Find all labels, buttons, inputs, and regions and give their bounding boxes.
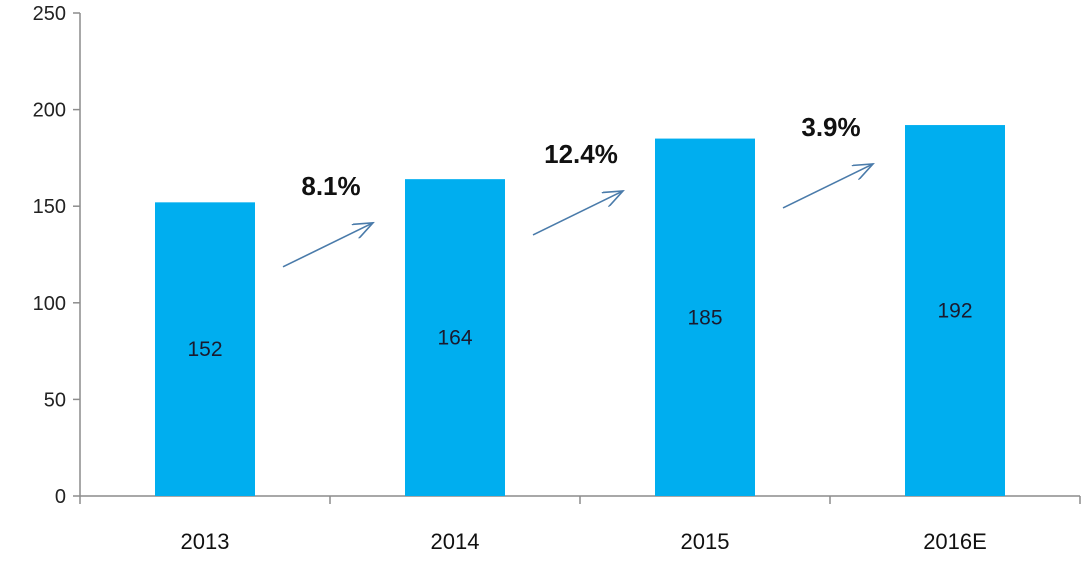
y-tick-label: 150 <box>33 196 66 218</box>
y-tick-label: 250 <box>33 3 66 25</box>
growth-arrow <box>532 191 623 236</box>
data-labels: 152 164 185 192 <box>187 300 972 362</box>
bar-data-label: 152 <box>187 338 222 361</box>
bar-data-label: 164 <box>437 327 472 350</box>
x-tick-label: 2014 <box>431 529 480 554</box>
growth-rate-label: 3.9% <box>801 112 860 142</box>
bar-series <box>155 125 1005 497</box>
growth-rate-label: 12.4% <box>544 139 618 169</box>
x-tick-label: 2016E <box>923 529 987 554</box>
bar <box>405 179 505 497</box>
y-tick-label: 0 <box>55 486 66 508</box>
bar <box>155 202 255 496</box>
growth-annotations: 8.1% 12.4% 3.9% <box>282 112 873 268</box>
bar <box>655 138 755 496</box>
bar <box>905 125 1005 496</box>
x-tick-label: 2013 <box>181 529 230 554</box>
growth-arrow <box>782 164 873 209</box>
growth-rate-label: 8.1% <box>301 171 360 201</box>
bar-data-label: 192 <box>937 300 972 323</box>
chart-axes: 0 50 100 150 200 250 2013 2014 2015 2016E <box>33 3 1081 554</box>
y-tick-label: 200 <box>33 100 66 122</box>
x-tick-label: 2015 <box>681 529 730 554</box>
y-tick-label: 50 <box>44 389 66 411</box>
growth-arrow <box>282 223 373 268</box>
y-tick-label: 100 <box>33 293 66 315</box>
bar-data-label: 185 <box>687 306 722 329</box>
